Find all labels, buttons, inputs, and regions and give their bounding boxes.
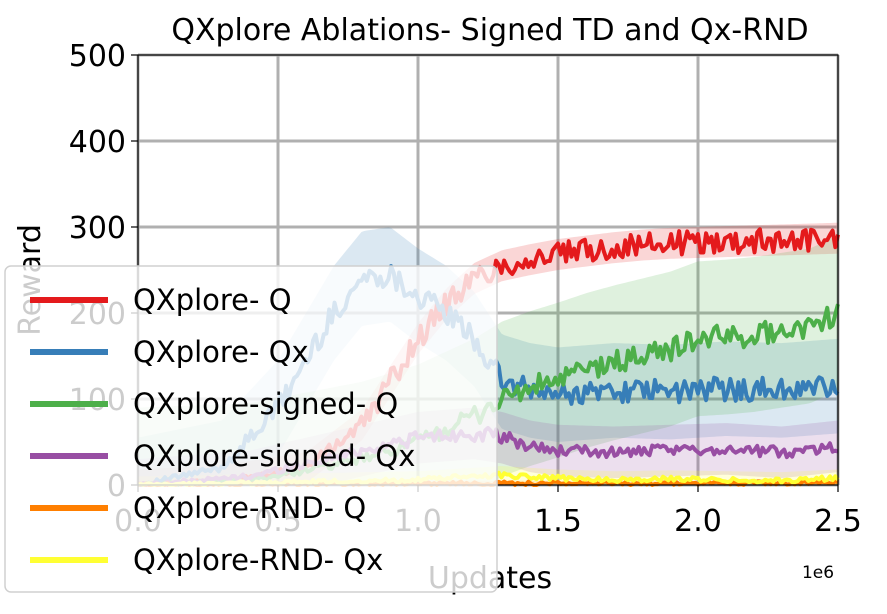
legend-box [4, 265, 498, 593]
legend-entry: QXplore-RND- Qx [133, 543, 383, 577]
legend-entry: QXplore-signed- Qx [133, 439, 415, 473]
x-axis-offset-label: 1e6 [802, 563, 834, 583]
x-tick-label: 1.5 [534, 504, 582, 539]
x-tick-label: 2.5 [814, 504, 862, 539]
chart-title: QXplore Ablations- Signed TD and Qx-RND [171, 13, 808, 48]
x-tick-label: 2.0 [674, 504, 722, 539]
legend: QXplore- Q QXplore- Qx QXplore-signed- Q QX… [4, 265, 498, 593]
legend-entry: QXplore-signed- Q [133, 387, 398, 421]
legend-entry: QXplore- Qx [133, 335, 309, 369]
y-tick-label: 300 [69, 211, 126, 246]
y-tick-label: 400 [69, 125, 126, 160]
y-tick-label: 500 [69, 39, 126, 74]
legend-entry: QXplore- Q [133, 283, 292, 317]
legend-entry: QXplore-RND- Q [133, 491, 366, 525]
